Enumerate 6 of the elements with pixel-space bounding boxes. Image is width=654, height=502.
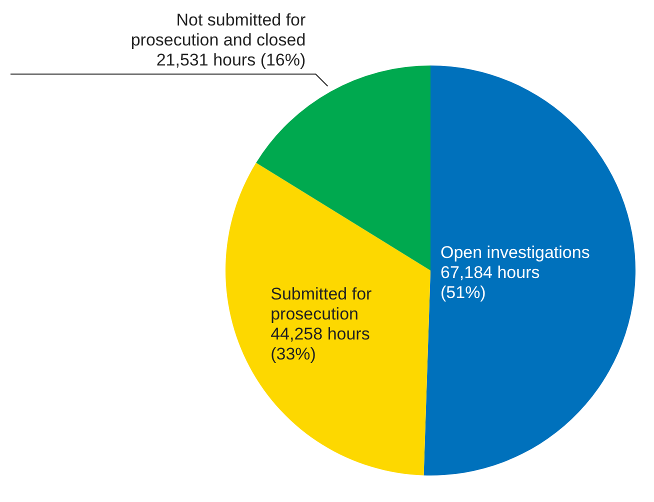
slice-label: Open investigations — [440, 242, 590, 262]
data-label: 67,184 hours (51%) — [440, 262, 540, 302]
slice-label: Submitted for prosecution — [270, 284, 372, 324]
data-label: 21,531 hours (16%) — [156, 50, 306, 70]
slice-label: Not submitted for prosecution and closed — [130, 10, 306, 50]
data-label: 44,258 hours (33%) — [270, 324, 370, 364]
